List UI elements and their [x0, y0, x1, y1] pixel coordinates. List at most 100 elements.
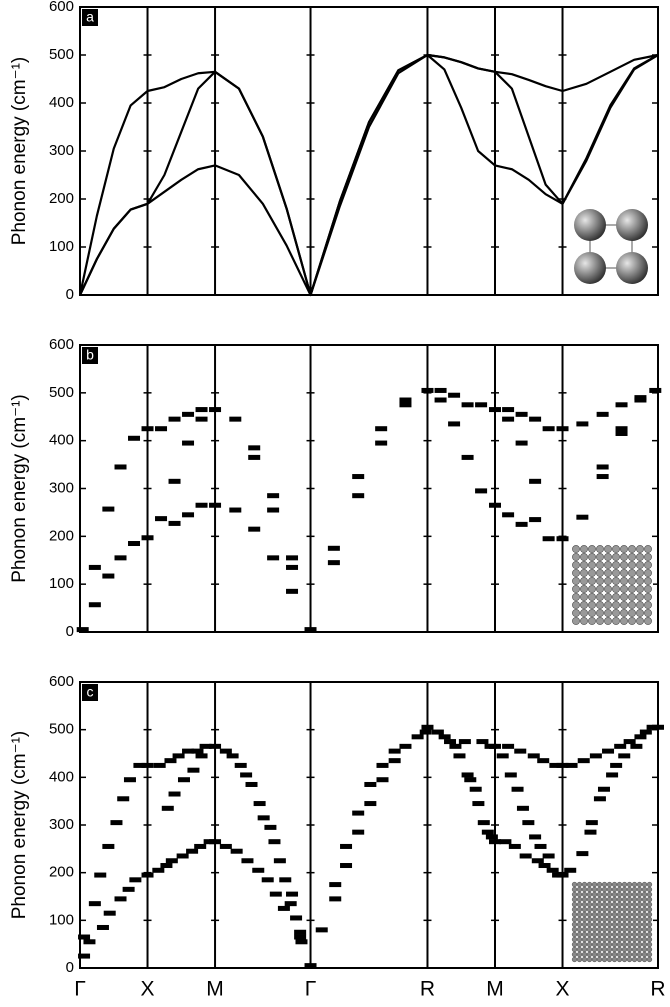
dispersion-dash: [114, 555, 127, 561]
inset-atom: [611, 931, 618, 938]
inset-atom: [636, 881, 643, 888]
inset-atom: [572, 617, 580, 625]
dispersion-dash: [117, 796, 130, 802]
dispersion-dash: [529, 416, 542, 422]
inset-atom: [644, 593, 652, 601]
inset-atom: [586, 921, 593, 928]
inset-atom: [636, 926, 643, 933]
dispersion-dash: [472, 801, 485, 807]
inset-atom: [581, 936, 588, 943]
inset-atom: [596, 609, 604, 617]
inset-atom: [641, 911, 648, 918]
y-tick-label: 0: [66, 959, 74, 976]
dispersion-dash: [556, 762, 569, 768]
dispersion-dash: [195, 416, 208, 422]
inset-atom: [644, 585, 652, 593]
inset-atom: [644, 617, 652, 625]
inset-atom: [586, 896, 593, 903]
dispersion-dash: [634, 734, 647, 740]
dispersion-dash: [448, 392, 461, 398]
inset-atom: [636, 561, 644, 569]
inset-atom: [636, 577, 644, 585]
inset-atom: [601, 956, 608, 963]
inset-atom: [576, 936, 583, 943]
inset-atom: [596, 617, 604, 625]
dispersion-dash: [129, 877, 142, 883]
inset-atom: [581, 881, 588, 888]
y-tick-label: 200: [49, 864, 74, 881]
inset-atom: [611, 951, 618, 958]
dispersion-dash: [556, 536, 569, 542]
dispersion-dash: [168, 416, 181, 422]
inset-atom: [612, 617, 620, 625]
inset-atom: [596, 956, 603, 963]
inset-atom: [636, 601, 644, 609]
inset-atom: [626, 891, 633, 898]
inset-atom: [620, 569, 628, 577]
inset-atom: [596, 569, 604, 577]
y-tick-label: 200: [49, 190, 74, 207]
inset-atom: [631, 931, 638, 938]
inset-atom: [604, 569, 612, 577]
inset-atom: [612, 545, 620, 553]
inset-atom: [626, 886, 633, 893]
dispersion-dash: [623, 739, 636, 745]
inset: [574, 209, 648, 284]
dispersion-dash: [122, 886, 135, 892]
dispersion-dash: [284, 901, 297, 907]
dispersion-dash: [419, 729, 432, 735]
dispersion-dash: [102, 573, 115, 579]
dispersion-dash: [191, 748, 204, 754]
dispersion-dash: [195, 753, 208, 759]
dispersion-dash: [194, 843, 207, 849]
dispersion-dash: [88, 901, 101, 907]
inset-atom: [571, 951, 578, 958]
dispersion-dash: [267, 555, 280, 561]
inset-atom: [588, 569, 596, 577]
x-tick-label: M: [206, 978, 224, 1001]
inset-atom: [616, 911, 623, 918]
inset-atom: [616, 926, 623, 933]
dispersion-dash: [340, 843, 353, 849]
inset-atom: [636, 951, 643, 958]
inset-atom: [576, 926, 583, 933]
inset-atom: [591, 941, 598, 948]
inset-atom: [606, 926, 613, 933]
inset-atom: [574, 209, 606, 241]
inset-atom: [586, 901, 593, 908]
inset-atom: [611, 891, 618, 898]
inset-atom: [646, 906, 653, 913]
inset-atom: [591, 906, 598, 913]
dispersion-dash: [508, 843, 521, 849]
inset-atom: [621, 896, 628, 903]
inset-atom: [612, 609, 620, 617]
dispersion-dash: [329, 896, 342, 902]
inset-atom: [571, 941, 578, 948]
inset-atom: [631, 896, 638, 903]
dispersion-dash: [388, 748, 401, 754]
x-tick-label: X: [556, 978, 570, 1001]
inset-atom: [580, 561, 588, 569]
inset-atom: [644, 601, 652, 609]
dispersion-dash: [502, 407, 515, 413]
inset-atom: [631, 906, 638, 913]
inset-atom: [621, 921, 628, 928]
dispersion-dash: [182, 512, 195, 518]
dispersion-dash: [519, 853, 532, 859]
dispersion-dash: [78, 953, 91, 959]
panel-label-box: [82, 9, 98, 26]
inset-atom: [646, 881, 653, 888]
inset-atom: [606, 881, 613, 888]
dispersion-dash: [168, 791, 181, 797]
dispersion-dash: [209, 407, 222, 413]
inset-atom: [636, 921, 643, 928]
inset-atom: [611, 936, 618, 943]
inset-atom: [591, 891, 598, 898]
inset-atom: [591, 886, 598, 893]
inset-atom: [641, 886, 648, 893]
inset-atom: [596, 921, 603, 928]
inset-atom: [628, 593, 636, 601]
inset-atom: [601, 926, 608, 933]
inset-atom: [596, 593, 604, 601]
inset-atom: [601, 951, 608, 958]
